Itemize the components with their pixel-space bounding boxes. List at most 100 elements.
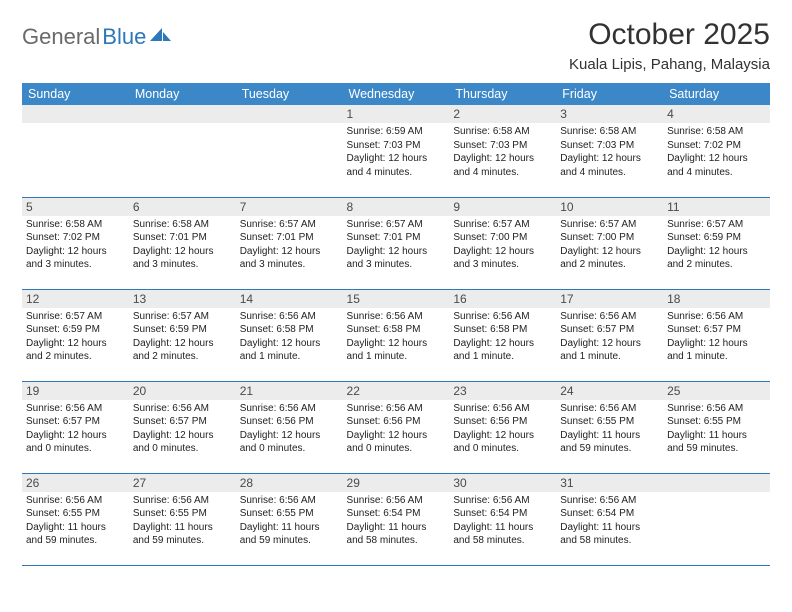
day-number: 29 (343, 474, 450, 492)
day-detail-line: Daylight: 11 hours and 59 minutes. (560, 429, 659, 456)
day-detail-line: Daylight: 12 hours and 0 minutes. (133, 429, 232, 456)
day-detail: Sunrise: 6:56 AMSunset: 6:55 PMDaylight:… (129, 492, 236, 550)
day-detail: Sunrise: 6:56 AMSunset: 6:54 PMDaylight:… (556, 492, 663, 550)
calendar-week-row: 5Sunrise: 6:58 AMSunset: 7:02 PMDaylight… (22, 197, 770, 289)
day-detail: Sunrise: 6:58 AMSunset: 7:03 PMDaylight:… (556, 123, 663, 181)
location-label: Kuala Lipis, Pahang, Malaysia (569, 56, 770, 73)
logo-text-blue: Blue (102, 24, 146, 50)
logo: GeneralBlue (22, 18, 172, 50)
day-detail-line: Sunset: 6:56 PM (240, 415, 339, 429)
calendar-day-cell: 21Sunrise: 6:56 AMSunset: 6:56 PMDayligh… (236, 381, 343, 473)
day-number: 15 (343, 290, 450, 308)
day-detail-line: Sunrise: 6:57 AM (560, 218, 659, 232)
weekday-header: Thursday (449, 83, 556, 105)
day-detail-line: Sunrise: 6:58 AM (560, 125, 659, 139)
day-detail-line: Sunset: 7:00 PM (453, 231, 552, 245)
day-detail-line: Sunset: 6:54 PM (347, 507, 446, 521)
weekday-header: Wednesday (343, 83, 450, 105)
day-detail-line: Sunrise: 6:57 AM (240, 218, 339, 232)
calendar-day-cell: 26Sunrise: 6:56 AMSunset: 6:55 PMDayligh… (22, 473, 129, 565)
day-number (129, 105, 236, 123)
day-detail-line: Daylight: 11 hours and 58 minutes. (347, 521, 446, 548)
calendar-day-cell: 16Sunrise: 6:56 AMSunset: 6:58 PMDayligh… (449, 289, 556, 381)
logo-text-general: General (22, 24, 100, 50)
day-number: 26 (22, 474, 129, 492)
day-detail-line: Sunrise: 6:56 AM (240, 310, 339, 324)
calendar-day-cell: 22Sunrise: 6:56 AMSunset: 6:56 PMDayligh… (343, 381, 450, 473)
header: GeneralBlue October 2025 Kuala Lipis, Pa… (22, 18, 770, 73)
day-detail-line: Daylight: 11 hours and 59 minutes. (240, 521, 339, 548)
day-detail-line: Sunrise: 6:58 AM (667, 125, 766, 139)
calendar-week-row: 12Sunrise: 6:57 AMSunset: 6:59 PMDayligh… (22, 289, 770, 381)
day-number: 3 (556, 105, 663, 123)
day-detail-line: Daylight: 12 hours and 3 minutes. (347, 245, 446, 272)
calendar-body: 1Sunrise: 6:59 AMSunset: 7:03 PMDaylight… (22, 105, 770, 565)
day-detail-line: Sunrise: 6:58 AM (26, 218, 125, 232)
day-number: 16 (449, 290, 556, 308)
day-detail: Sunrise: 6:58 AMSunset: 7:02 PMDaylight:… (663, 123, 770, 181)
day-detail-line: Daylight: 12 hours and 3 minutes. (240, 245, 339, 272)
day-detail-line: Sunrise: 6:56 AM (240, 402, 339, 416)
weekday-header: Sunday (22, 83, 129, 105)
weekday-header: Tuesday (236, 83, 343, 105)
day-detail: Sunrise: 6:56 AMSunset: 6:57 PMDaylight:… (129, 400, 236, 458)
title-block: October 2025 Kuala Lipis, Pahang, Malays… (569, 18, 770, 73)
day-number (236, 105, 343, 123)
day-number: 1 (343, 105, 450, 123)
day-detail-line: Daylight: 11 hours and 58 minutes. (453, 521, 552, 548)
day-detail: Sunrise: 6:59 AMSunset: 7:03 PMDaylight:… (343, 123, 450, 181)
weekday-header: Saturday (663, 83, 770, 105)
day-detail: Sunrise: 6:56 AMSunset: 6:58 PMDaylight:… (449, 308, 556, 366)
calendar-day-cell: 24Sunrise: 6:56 AMSunset: 6:55 PMDayligh… (556, 381, 663, 473)
day-detail-line: Daylight: 12 hours and 0 minutes. (26, 429, 125, 456)
day-detail-line: Sunset: 7:01 PM (240, 231, 339, 245)
calendar-day-cell: 5 Sunrise: 6:58 AMSunset: 7:02 PMDaylight… (22, 197, 129, 289)
calendar-page: GeneralBlue October 2025 Kuala Lipis, Pa… (0, 0, 792, 576)
logo-sail-icon (150, 26, 172, 49)
day-number: 19 (22, 382, 129, 400)
day-detail: Sunrise: 6:57 AMSunset: 6:59 PMDaylight:… (663, 216, 770, 274)
day-detail-line: Sunrise: 6:57 AM (26, 310, 125, 324)
day-detail-line: Daylight: 11 hours and 59 minutes. (133, 521, 232, 548)
day-detail: Sunrise: 6:56 AMSunset: 6:56 PMDaylight:… (449, 400, 556, 458)
day-detail: Sunrise: 6:58 AMSunset: 7:01 PMDaylight:… (129, 216, 236, 274)
day-detail-line: Sunset: 6:55 PM (560, 415, 659, 429)
calendar-week-row: 19Sunrise: 6:56 AMSunset: 6:57 PMDayligh… (22, 381, 770, 473)
calendar-day-cell: 13Sunrise: 6:57 AMSunset: 6:59 PMDayligh… (129, 289, 236, 381)
day-detail-line: Sunrise: 6:56 AM (133, 402, 232, 416)
calendar-day-cell: 19Sunrise: 6:56 AMSunset: 6:57 PMDayligh… (22, 381, 129, 473)
day-detail-line: Sunrise: 6:56 AM (240, 494, 339, 508)
day-number: 12 (22, 290, 129, 308)
day-detail-line: Daylight: 12 hours and 3 minutes. (26, 245, 125, 272)
day-detail-line: Sunrise: 6:56 AM (560, 494, 659, 508)
calendar-day-cell: 12Sunrise: 6:57 AMSunset: 6:59 PMDayligh… (22, 289, 129, 381)
day-number (663, 474, 770, 492)
day-number: 31 (556, 474, 663, 492)
day-number: 10 (556, 198, 663, 216)
day-number: 25 (663, 382, 770, 400)
day-detail-line: Sunrise: 6:58 AM (133, 218, 232, 232)
day-number: 18 (663, 290, 770, 308)
day-number: 11 (663, 198, 770, 216)
day-detail-line: Sunrise: 6:56 AM (453, 494, 552, 508)
day-detail-line: Daylight: 12 hours and 2 minutes. (667, 245, 766, 272)
calendar-day-cell: 9Sunrise: 6:57 AMSunset: 7:00 PMDaylight… (449, 197, 556, 289)
day-detail-line: Sunrise: 6:57 AM (453, 218, 552, 232)
day-detail-line: Sunset: 6:55 PM (133, 507, 232, 521)
calendar-day-cell: 18Sunrise: 6:56 AMSunset: 6:57 PMDayligh… (663, 289, 770, 381)
day-detail: Sunrise: 6:57 AMSunset: 6:59 PMDaylight:… (22, 308, 129, 366)
day-number: 5 (22, 198, 129, 216)
day-detail-line: Sunset: 7:03 PM (347, 139, 446, 153)
day-number: 21 (236, 382, 343, 400)
day-detail-line: Sunset: 6:58 PM (453, 323, 552, 337)
day-detail-line: Sunset: 6:57 PM (26, 415, 125, 429)
day-detail-line: Daylight: 12 hours and 1 minute. (240, 337, 339, 364)
day-detail: Sunrise: 6:56 AMSunset: 6:55 PMDaylight:… (663, 400, 770, 458)
calendar-day-cell: 8Sunrise: 6:57 AMSunset: 7:01 PMDaylight… (343, 197, 450, 289)
day-detail: Sunrise: 6:56 AMSunset: 6:58 PMDaylight:… (236, 308, 343, 366)
day-detail-line: Sunset: 7:02 PM (26, 231, 125, 245)
day-detail: Sunrise: 6:56 AMSunset: 6:57 PMDaylight:… (663, 308, 770, 366)
day-detail-line: Sunset: 6:57 PM (133, 415, 232, 429)
day-number: 23 (449, 382, 556, 400)
day-detail-line: Sunset: 6:56 PM (347, 415, 446, 429)
